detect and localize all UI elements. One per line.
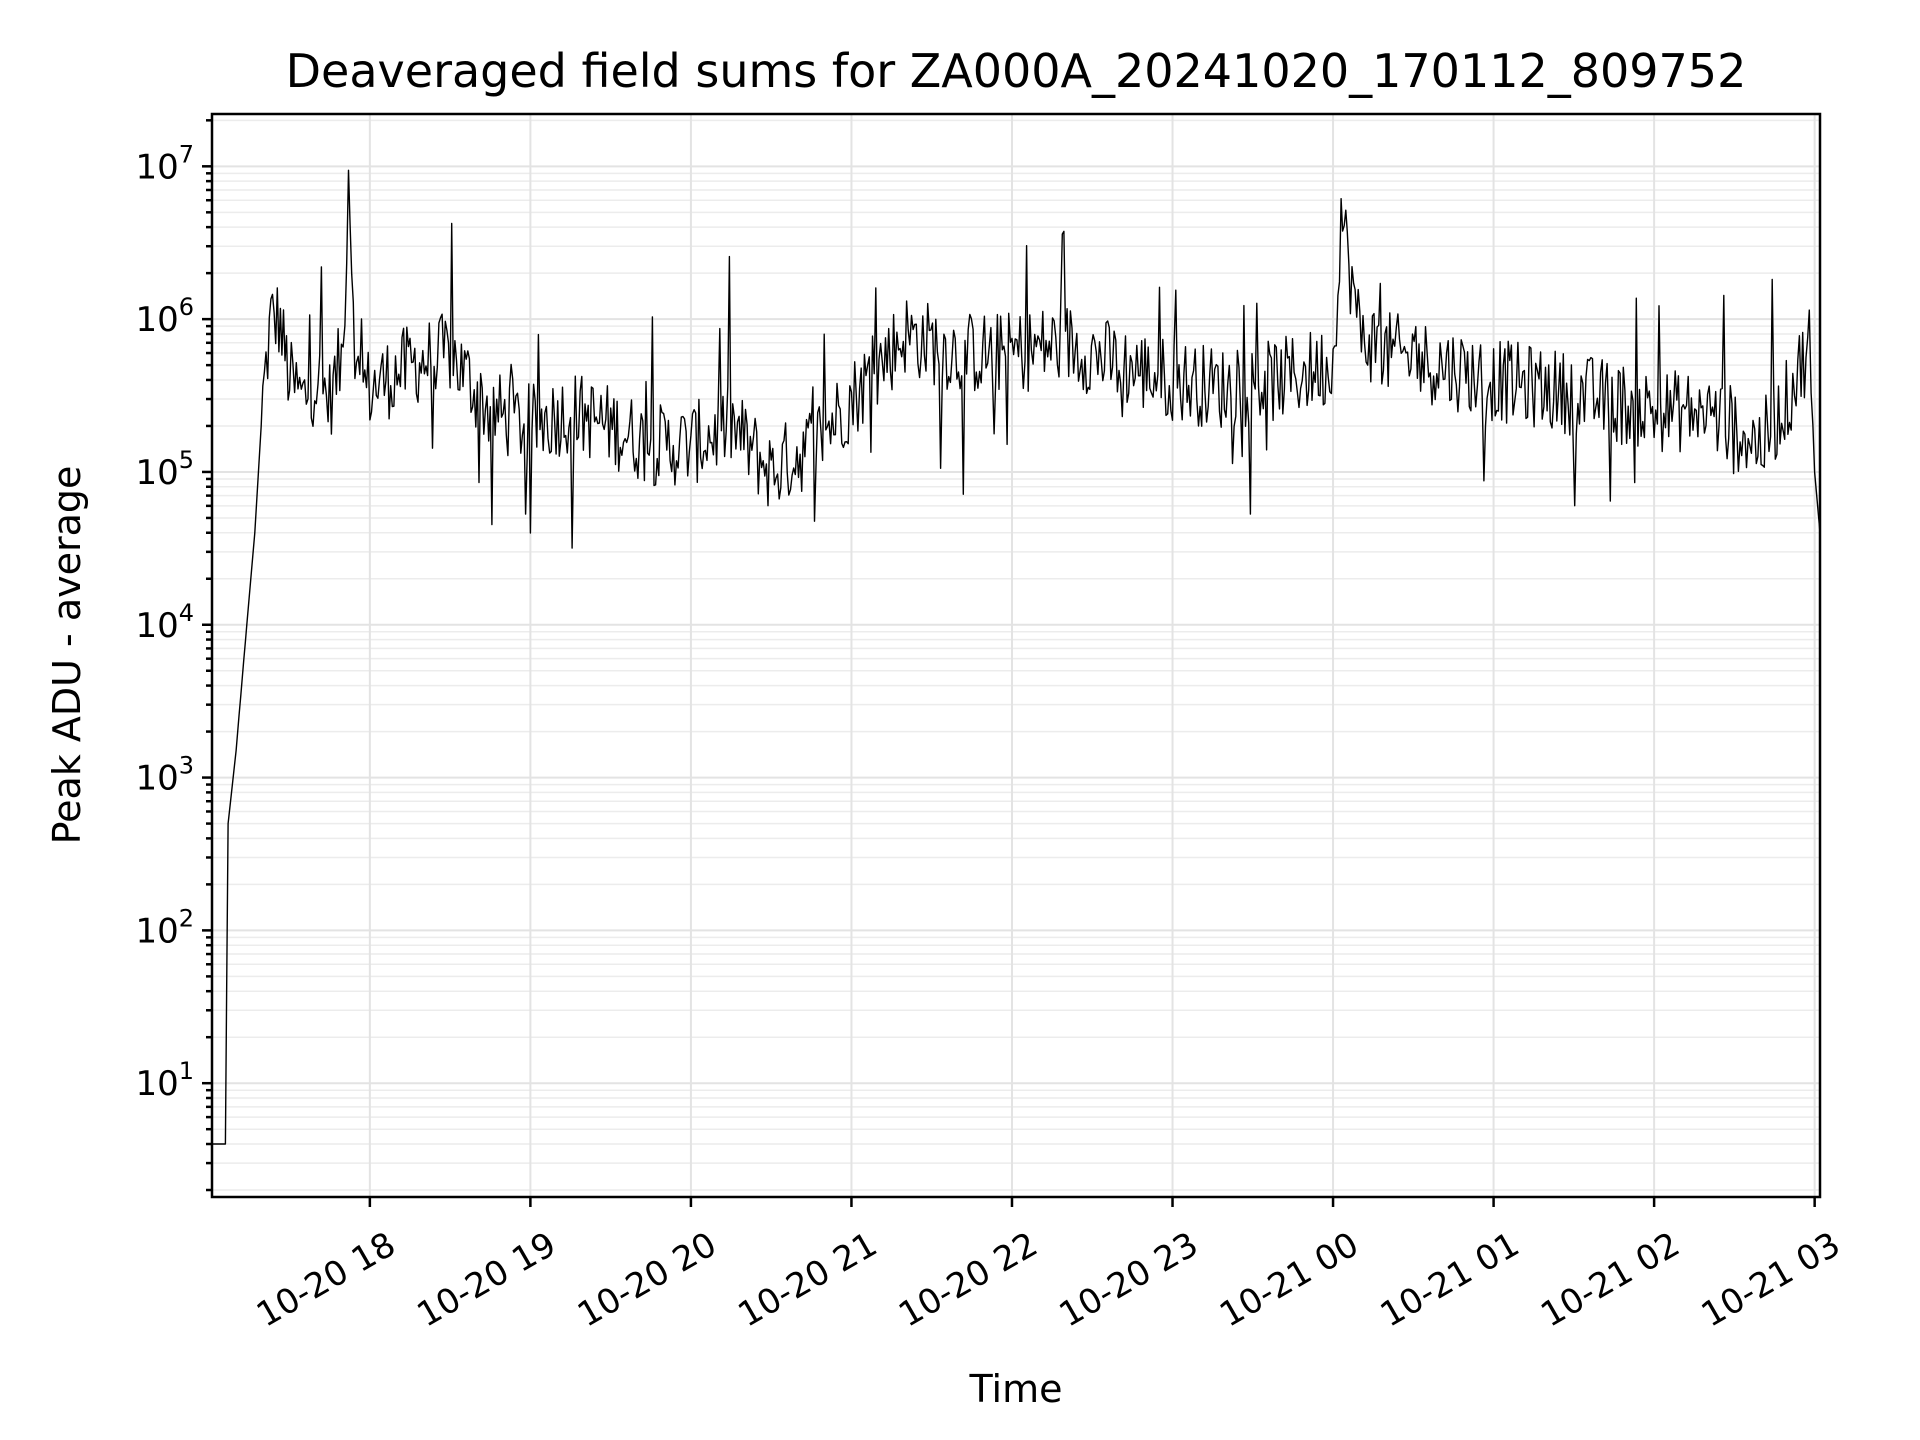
y-tick-label-base: 10 <box>135 1064 178 1104</box>
y-tick-label-exponent: 3 <box>179 752 194 780</box>
x-tick-label: 10-20 23 <box>1053 1224 1205 1335</box>
y-tick-label-base: 10 <box>135 911 178 951</box>
y-tick-label-exponent: 1 <box>179 1057 194 1085</box>
y-tick-label: 104 <box>135 599 194 646</box>
y-tick-label: 106 <box>135 293 194 340</box>
x-tick-label: 10-20 20 <box>571 1224 723 1335</box>
y-tick-label: 102 <box>135 904 194 951</box>
grid <box>212 114 1820 1197</box>
y-tick-label: 107 <box>135 140 194 187</box>
y-tick-label: 105 <box>135 446 194 493</box>
y-tick-label-exponent: 6 <box>179 293 194 321</box>
x-axis-label: Time <box>969 1367 1063 1411</box>
x-tick-label: 10-20 22 <box>892 1224 1044 1335</box>
y-tick-label-exponent: 2 <box>179 904 194 932</box>
x-tick-label: 10-21 02 <box>1534 1224 1686 1335</box>
x-tick-label: 10-20 21 <box>732 1224 884 1335</box>
y-tick-label: 103 <box>135 752 194 799</box>
x-tick-label: 10-20 18 <box>250 1224 402 1335</box>
chart-title: Deaveraged field sums for ZA000A_2024102… <box>286 44 1747 98</box>
y-tick-label-base: 10 <box>135 606 178 646</box>
x-tick-label: 10-21 00 <box>1213 1224 1365 1335</box>
y-tick-label-base: 10 <box>135 300 178 340</box>
y-tick-label-base: 10 <box>135 453 178 493</box>
plot-frame <box>210 112 1822 1199</box>
x-tick-label: 10-20 19 <box>410 1224 562 1335</box>
y-tick-label: 101 <box>135 1057 194 1104</box>
y-tick-label-exponent: 5 <box>179 446 194 474</box>
x-tick-label: 10-21 01 <box>1374 1224 1526 1335</box>
series-line <box>212 169 1821 1145</box>
y-tick-label-exponent: 4 <box>179 599 194 627</box>
y-tick-label-exponent: 7 <box>179 140 194 168</box>
x-tick-label: 10-21 03 <box>1695 1224 1847 1335</box>
y-tick-label-base: 10 <box>135 759 178 799</box>
x-axis: 10-20 18 10-20 19 10-20 20 10-20 21 10-20 22… <box>250 1197 1847 1335</box>
y-tick-label-base: 10 <box>135 147 178 187</box>
y-axis-label: Peak ADU - average <box>45 466 89 845</box>
